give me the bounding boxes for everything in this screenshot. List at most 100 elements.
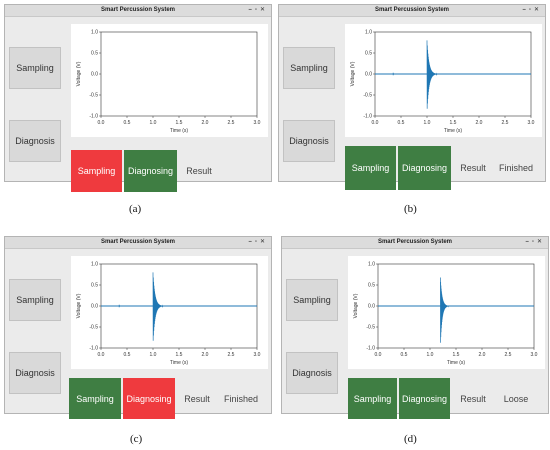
app-window-c: Smart Percussion System –▫✕ Sampling Dia… (4, 236, 272, 419)
window-titlebar: Smart Percussion System –▫✕ (5, 237, 271, 249)
status-diagnosing-label: Diagnosing (127, 166, 174, 176)
status-sampling-label: Sampling (351, 163, 390, 173)
window-title: Smart Percussion System (374, 7, 450, 13)
x-tick-label: 2.0 (479, 352, 486, 358)
y-tick-label: -1.0 (89, 346, 98, 352)
y-axis-label: Voltage (V) (353, 293, 359, 318)
x-tick-label: 0.5 (124, 120, 131, 126)
x-axis-label: Time (s) (447, 360, 465, 366)
minimize-icon[interactable]: – (525, 239, 532, 245)
y-tick-label: -1.0 (363, 114, 372, 120)
y-tick-label: -0.5 (89, 93, 98, 99)
sampling-button[interactable]: Sampling (9, 47, 61, 89)
x-tick-label: 2.0 (476, 120, 483, 126)
maximize-icon[interactable]: ▫ (254, 7, 260, 13)
minimize-icon[interactable]: – (248, 7, 255, 13)
result-label-text: Result (184, 393, 210, 404)
status-sampling: Sampling (348, 378, 397, 419)
x-tick-label: 2.5 (228, 120, 235, 126)
diagnosis-button[interactable]: Diagnosis (9, 352, 61, 394)
result-value (217, 150, 267, 192)
status-sampling: Sampling (345, 146, 396, 190)
result-value: Finished (491, 146, 541, 190)
x-axis-label: Time (s) (170, 128, 188, 134)
x-tick-label: 0.0 (372, 120, 379, 126)
app-window-b: Smart Percussion System –▫✕ Sampling Dia… (278, 4, 546, 190)
status-sampling-label: Sampling (353, 393, 392, 404)
result-label-text: Result (460, 163, 486, 173)
minimize-icon[interactable]: – (248, 239, 255, 245)
close-icon[interactable]: ✕ (259, 7, 268, 13)
x-tick-label: 1.0 (427, 352, 434, 358)
close-icon[interactable]: ✕ (536, 239, 545, 245)
y-axis-label: Voltage (V) (76, 293, 82, 318)
y-tick-label: 0.5 (365, 51, 372, 57)
diagnosis-button-label: Diagnosis (15, 368, 55, 378)
x-tick-label: 0.0 (98, 352, 105, 358)
x-tick-label: 1.0 (424, 120, 431, 126)
maximize-icon[interactable]: ▫ (254, 239, 260, 245)
maximize-icon[interactable]: ▫ (531, 239, 537, 245)
y-tick-label: 0.5 (368, 283, 375, 289)
result-value: Loose (492, 378, 540, 419)
x-axis-label: Time (s) (170, 360, 188, 366)
voltage-chart-svg: 1.00.50.0-0.5-1.00.0 0.5 1.0 1.5 2.0 2.5 3.0Ti… (350, 30, 535, 134)
voltage-plot: 1.0 0.5 0.0 -0.5 -1.0 0.0 0.5 1.0 1.5 2.0 2.5 3.0 Ti… (71, 256, 268, 369)
diagnosis-button[interactable]: Diagnosis (9, 120, 61, 162)
sampling-button[interactable]: Sampling (283, 47, 335, 89)
x-tick-label: 3.0 (531, 352, 538, 358)
sampling-button[interactable]: Sampling (286, 279, 338, 321)
caption-a: (a) (129, 203, 142, 215)
status-diagnosing-label: Diagnosing (126, 393, 172, 404)
y-tick-label: 0.0 (365, 72, 372, 78)
sampling-button-label: Sampling (16, 295, 54, 305)
y-tick-label: 1.0 (91, 262, 98, 268)
window-title: Smart Percussion System (377, 239, 453, 245)
signal-impulse (152, 272, 164, 341)
x-tick-label: 2.5 (228, 352, 235, 358)
status-diagnosing-label: Diagnosing (401, 163, 448, 173)
x-tick-label: 3.0 (254, 352, 261, 358)
close-icon[interactable]: ✕ (533, 7, 542, 13)
caption-c: (c) (130, 433, 143, 445)
maximize-icon[interactable]: ▫ (528, 7, 534, 13)
result-value-text: Finished (223, 393, 259, 404)
voltage-plot: 1.0 0.5 0.0 -0.5 -1.0 0.0 0.5 1.0 1.5 2.0 2.5 3.0 Ti… (71, 24, 268, 137)
y-axis-label: Voltage (V) (76, 61, 82, 86)
sampling-button-label: Sampling (290, 63, 328, 73)
result-label: Result (179, 378, 215, 419)
x-tick-label: 1.5 (176, 352, 183, 358)
diagnosis-button[interactable]: Diagnosis (286, 352, 338, 394)
y-axis-label: Voltage (V) (350, 61, 356, 86)
status-diagnosing: Diagnosing (399, 378, 450, 419)
result-value-text: Finished (498, 163, 534, 173)
y-tick-label: 1.0 (91, 30, 98, 36)
window-controls: –▫✕ (248, 237, 268, 248)
signal-impulse (440, 277, 450, 343)
window-controls: –▫✕ (522, 5, 542, 16)
y-tick-label: -0.5 (366, 325, 375, 331)
close-icon[interactable]: ✕ (259, 239, 268, 245)
x-tick-label: 1.5 (450, 120, 457, 126)
result-value-text: Loose (503, 393, 529, 404)
y-tick-label: 1.0 (368, 262, 375, 268)
status-sampling-label: Sampling (76, 393, 114, 404)
sampling-button[interactable]: Sampling (9, 279, 61, 321)
diagnosis-button[interactable]: Diagnosis (283, 120, 335, 162)
minimize-icon[interactable]: – (522, 7, 529, 13)
x-tick-label: 3.0 (254, 120, 261, 126)
status-diagnosing: Diagnosing (398, 146, 451, 190)
result-label: Result (181, 150, 217, 192)
voltage-chart-svg: 1.00.50.0-0.5-1.00.0 0.5 1.0 1.5 2.0 2.5 3.0Ti… (76, 30, 261, 134)
voltage-chart-svg: 1.00.50.0-0.5-1.00.0 0.5 1.0 1.5 2.0 2.5 3.0Ti… (353, 262, 538, 366)
status-diagnosing-label: Diagnosing (401, 393, 448, 404)
result-value: Finished (215, 378, 267, 419)
window-titlebar: Smart Percussion System –▫✕ (5, 5, 271, 17)
status-diagnosing: Diagnosing (123, 378, 175, 419)
x-tick-label: 2.0 (202, 120, 209, 126)
sampling-button-label: Sampling (293, 295, 331, 305)
window-titlebar: Smart Percussion System –▫✕ (279, 5, 545, 17)
status-sampling: Sampling (69, 378, 121, 419)
x-tick-label: 0.5 (401, 352, 408, 358)
result-label-text: Result (460, 393, 486, 404)
